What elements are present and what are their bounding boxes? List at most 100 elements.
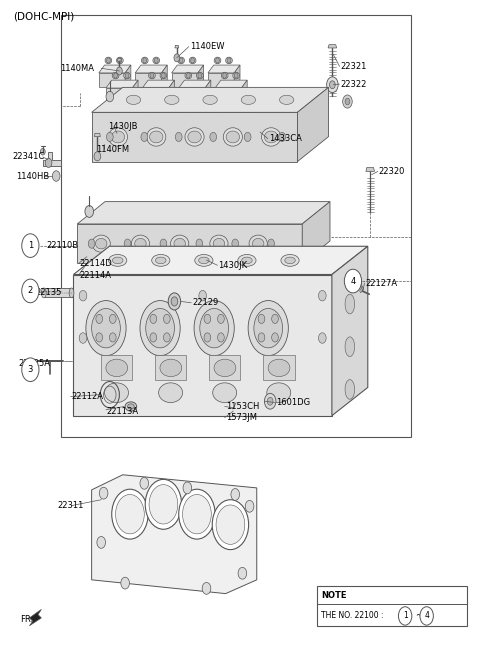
Circle shape	[204, 315, 211, 324]
Circle shape	[122, 89, 126, 95]
Circle shape	[88, 239, 95, 248]
Text: 22321: 22321	[340, 62, 367, 71]
Ellipse shape	[185, 72, 192, 79]
Text: 3: 3	[28, 365, 33, 374]
Circle shape	[45, 159, 52, 168]
Circle shape	[106, 91, 114, 102]
Ellipse shape	[150, 131, 163, 143]
Ellipse shape	[205, 89, 212, 95]
Text: 22114A: 22114A	[80, 270, 112, 280]
Circle shape	[107, 58, 110, 63]
Ellipse shape	[112, 72, 119, 79]
Text: 1573JM: 1573JM	[226, 413, 257, 422]
Polygon shape	[179, 80, 211, 88]
Ellipse shape	[174, 238, 185, 249]
Circle shape	[272, 315, 278, 324]
Text: 22129: 22129	[192, 298, 218, 307]
Ellipse shape	[268, 359, 290, 376]
Circle shape	[79, 290, 87, 301]
Text: 22125A: 22125A	[19, 359, 51, 368]
Circle shape	[202, 582, 211, 594]
Polygon shape	[106, 88, 132, 103]
Ellipse shape	[157, 89, 164, 95]
Circle shape	[40, 149, 45, 155]
Polygon shape	[115, 97, 147, 105]
Ellipse shape	[226, 57, 232, 64]
Polygon shape	[156, 355, 186, 380]
Text: 22341C: 22341C	[12, 153, 45, 161]
Text: 22320: 22320	[379, 167, 405, 176]
Polygon shape	[366, 168, 374, 172]
Ellipse shape	[345, 337, 355, 357]
Ellipse shape	[128, 404, 134, 409]
Polygon shape	[214, 97, 219, 119]
Polygon shape	[187, 97, 219, 105]
Text: (DOHC-MPI): (DOHC-MPI)	[12, 11, 74, 22]
Circle shape	[196, 239, 203, 248]
Polygon shape	[106, 80, 138, 88]
Circle shape	[141, 132, 148, 141]
Circle shape	[231, 488, 240, 500]
Ellipse shape	[199, 257, 209, 264]
Polygon shape	[168, 80, 174, 103]
Circle shape	[179, 489, 215, 539]
Ellipse shape	[153, 57, 159, 64]
Ellipse shape	[203, 95, 217, 105]
Ellipse shape	[168, 89, 175, 95]
Ellipse shape	[213, 238, 225, 249]
Circle shape	[155, 58, 158, 63]
Ellipse shape	[105, 383, 129, 403]
Circle shape	[124, 239, 131, 248]
Circle shape	[99, 487, 108, 499]
Text: 22113A: 22113A	[106, 407, 138, 417]
Text: 22114D: 22114D	[80, 259, 112, 268]
Circle shape	[200, 309, 228, 348]
Circle shape	[170, 89, 174, 95]
Circle shape	[114, 73, 118, 78]
Ellipse shape	[214, 57, 221, 64]
Ellipse shape	[135, 238, 146, 249]
Ellipse shape	[158, 383, 182, 403]
Ellipse shape	[230, 89, 237, 95]
Circle shape	[171, 297, 178, 306]
Polygon shape	[95, 134, 100, 137]
Ellipse shape	[105, 57, 112, 64]
Circle shape	[97, 536, 106, 548]
Text: 22311: 22311	[57, 501, 84, 510]
Circle shape	[146, 309, 174, 348]
Ellipse shape	[189, 57, 196, 64]
Polygon shape	[115, 105, 141, 119]
Ellipse shape	[142, 57, 148, 64]
Ellipse shape	[185, 128, 204, 146]
Ellipse shape	[241, 257, 252, 264]
Circle shape	[217, 333, 224, 342]
Polygon shape	[198, 65, 204, 88]
Ellipse shape	[125, 402, 137, 411]
Ellipse shape	[196, 72, 203, 79]
Circle shape	[268, 239, 275, 248]
Circle shape	[210, 132, 216, 141]
Text: THE NO. 22100 :: THE NO. 22100 :	[322, 611, 384, 620]
Polygon shape	[77, 201, 330, 224]
Ellipse shape	[149, 72, 156, 79]
Circle shape	[186, 73, 190, 78]
Ellipse shape	[69, 288, 74, 298]
Polygon shape	[135, 73, 161, 88]
Ellipse shape	[223, 128, 242, 146]
Ellipse shape	[195, 255, 213, 266]
Circle shape	[195, 89, 199, 95]
Ellipse shape	[233, 72, 240, 79]
Circle shape	[345, 98, 350, 105]
Circle shape	[344, 269, 361, 293]
Text: 1140MA: 1140MA	[60, 64, 94, 73]
Polygon shape	[187, 105, 214, 119]
Circle shape	[117, 67, 122, 75]
Circle shape	[22, 358, 39, 382]
Circle shape	[96, 333, 103, 342]
Circle shape	[134, 89, 138, 95]
Ellipse shape	[178, 57, 184, 64]
Circle shape	[238, 567, 247, 579]
Circle shape	[145, 480, 181, 529]
Circle shape	[150, 333, 156, 342]
Circle shape	[264, 393, 276, 409]
